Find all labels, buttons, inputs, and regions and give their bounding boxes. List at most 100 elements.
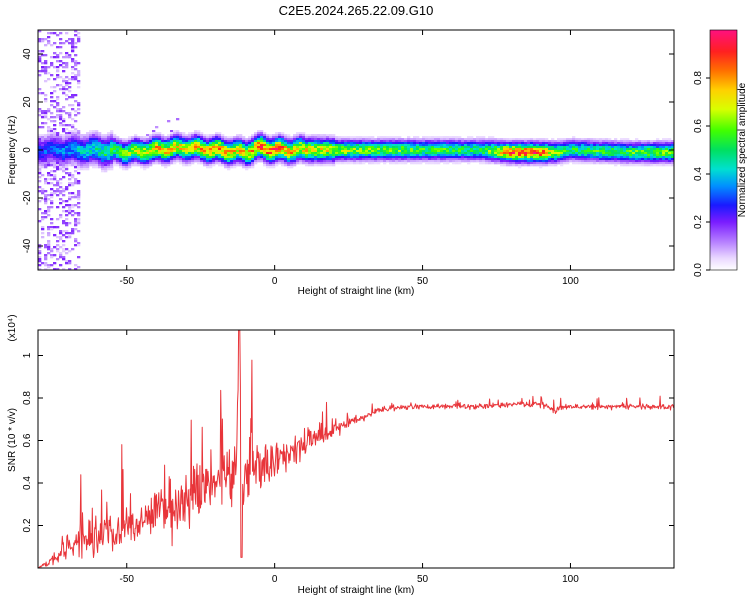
heatmap-cell bbox=[320, 152, 324, 155]
heatmap-cell bbox=[245, 138, 249, 141]
heatmap-cell bbox=[71, 76, 75, 79]
heatmap-cell bbox=[254, 154, 258, 157]
heatmap-cell bbox=[197, 138, 201, 141]
heatmap-cell bbox=[323, 156, 327, 159]
heatmap-cell bbox=[62, 124, 66, 127]
heatmap-cell bbox=[77, 62, 81, 65]
heatmap-cell bbox=[527, 164, 531, 167]
heatmap-cell bbox=[503, 154, 507, 157]
heatmap-cell bbox=[146, 162, 150, 165]
heatmap-cell bbox=[314, 154, 318, 157]
heatmap-cell bbox=[380, 154, 384, 157]
heatmap-cell bbox=[53, 136, 57, 139]
heatmap-cell bbox=[260, 138, 264, 141]
heatmap-cell bbox=[44, 150, 48, 153]
heatmap-cell bbox=[335, 138, 339, 141]
heatmap-cell bbox=[416, 140, 420, 143]
heatmap-cell bbox=[452, 156, 456, 159]
heatmap-cell bbox=[278, 160, 282, 163]
heatmap-cell bbox=[605, 160, 609, 163]
heatmap-cell bbox=[485, 158, 489, 161]
heatmap-cell bbox=[614, 144, 618, 147]
heatmap-cell bbox=[41, 174, 45, 177]
heatmap-cell bbox=[392, 154, 396, 157]
heatmap-cell bbox=[59, 178, 63, 181]
heatmap-cell bbox=[296, 134, 300, 137]
heatmap-cell bbox=[104, 158, 108, 161]
heatmap-cell bbox=[209, 156, 213, 159]
heatmap-cell bbox=[398, 140, 402, 143]
heatmap-cell bbox=[596, 154, 600, 157]
heatmap-cell bbox=[356, 152, 360, 155]
heatmap-cell bbox=[131, 150, 135, 153]
heatmap-cell bbox=[380, 148, 384, 151]
heatmap-cell bbox=[416, 150, 420, 153]
heatmap-cell bbox=[191, 150, 195, 153]
heatmap-cell bbox=[236, 148, 240, 151]
heatmap-cell bbox=[74, 156, 78, 159]
heatmap-cell bbox=[107, 156, 111, 159]
heatmap-cell bbox=[65, 248, 69, 251]
heatmap-cell bbox=[605, 150, 609, 153]
heatmap-cell bbox=[326, 138, 330, 141]
heatmap-cell bbox=[539, 140, 543, 143]
heatmap-cell bbox=[128, 142, 132, 145]
heatmap-cell bbox=[38, 252, 42, 255]
heatmap-cell bbox=[638, 152, 642, 155]
heatmap-cell bbox=[617, 148, 621, 151]
heatmap-cell bbox=[449, 144, 453, 147]
heatmap-cell bbox=[128, 152, 132, 155]
heatmap-cell bbox=[395, 150, 399, 153]
heatmap-cell bbox=[179, 142, 183, 145]
heatmap-cell bbox=[188, 148, 192, 151]
heatmap-cell bbox=[257, 130, 261, 133]
heatmap-cell bbox=[587, 148, 591, 151]
heatmap-cell bbox=[323, 142, 327, 145]
heatmap-cell bbox=[59, 158, 63, 161]
heatmap-cell bbox=[47, 152, 51, 155]
heatmap-cell bbox=[254, 142, 258, 145]
heatmap-cell bbox=[398, 156, 402, 159]
heatmap-cell bbox=[512, 162, 516, 165]
heatmap-cell bbox=[431, 140, 435, 143]
heatmap-cell bbox=[77, 134, 81, 137]
heatmap-cell bbox=[377, 156, 381, 159]
heatmap-cell bbox=[182, 138, 186, 141]
heatmap-cell bbox=[83, 168, 87, 171]
heatmap-cell bbox=[74, 140, 78, 143]
heatmap-cell bbox=[53, 234, 57, 237]
heatmap-cell bbox=[347, 156, 351, 159]
heatmap-cell bbox=[212, 154, 216, 157]
heatmap-cell bbox=[452, 146, 456, 149]
heatmap-cell bbox=[407, 148, 411, 151]
heatmap-cell bbox=[128, 162, 132, 165]
heatmap-cell bbox=[299, 162, 303, 165]
heatmap-cell bbox=[164, 160, 168, 163]
heatmap-cell bbox=[440, 156, 444, 159]
heatmap-cell bbox=[74, 100, 78, 103]
heatmap-cell bbox=[671, 154, 674, 157]
heatmap-cell bbox=[326, 142, 330, 145]
heatmap-cell bbox=[266, 144, 270, 147]
heatmap-cell bbox=[110, 156, 114, 159]
heatmap-cell bbox=[389, 156, 393, 159]
heatmap-cell bbox=[83, 140, 87, 143]
heatmap-cell bbox=[47, 132, 51, 135]
heatmap-cell bbox=[68, 90, 72, 93]
heatmap-cell bbox=[521, 144, 525, 147]
heatmap-cell bbox=[68, 210, 72, 213]
heatmap-cell bbox=[254, 138, 258, 141]
heatmap-cell bbox=[137, 160, 141, 163]
heatmap-cell bbox=[452, 148, 456, 151]
heatmap-cell bbox=[518, 154, 522, 157]
heatmap-cell bbox=[299, 152, 303, 155]
heatmap-cell bbox=[227, 142, 231, 145]
heatmap-cell bbox=[203, 152, 207, 155]
heatmap-cell bbox=[233, 144, 237, 147]
heatmap-cell bbox=[617, 140, 621, 143]
heatmap-cell bbox=[413, 144, 417, 147]
heatmap-cell bbox=[302, 148, 306, 151]
heatmap-cell bbox=[68, 174, 72, 177]
heatmap-cell bbox=[254, 134, 258, 137]
heatmap-cell bbox=[518, 144, 522, 147]
